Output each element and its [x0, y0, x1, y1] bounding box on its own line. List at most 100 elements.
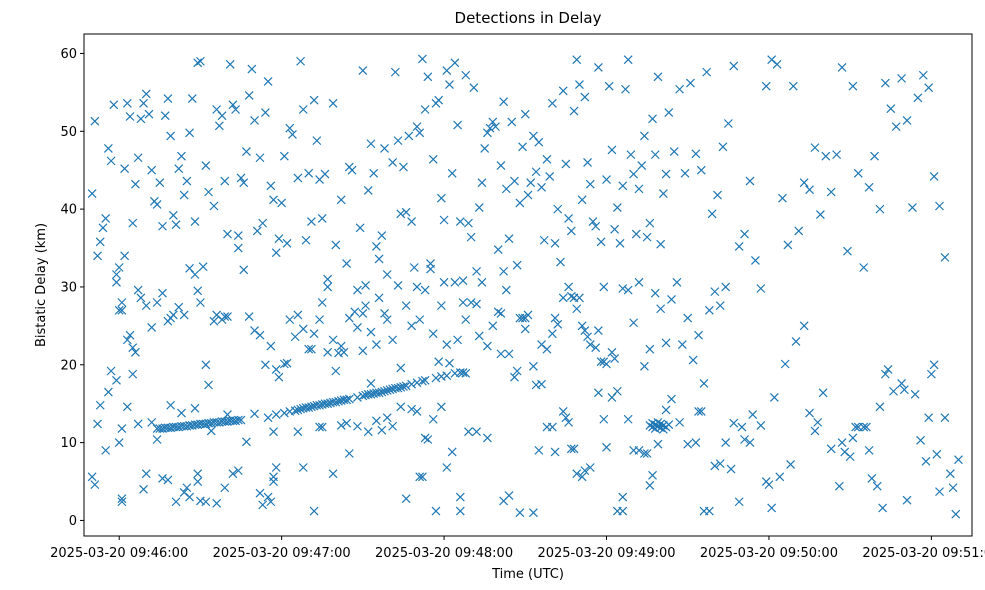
data-point [945, 469, 955, 479]
data-point [653, 439, 663, 449]
data-point [306, 344, 316, 354]
data-point [639, 131, 649, 141]
data-point [745, 438, 755, 448]
data-point [204, 380, 213, 390]
data-point [388, 421, 398, 431]
data-point [464, 427, 473, 437]
data-point [637, 161, 647, 170]
data-point [312, 136, 322, 146]
data-point [861, 422, 871, 432]
data-point [447, 447, 457, 457]
data-point [166, 131, 176, 141]
data-point [878, 503, 888, 513]
data-point [740, 229, 750, 239]
data-point [504, 234, 514, 244]
data-point [90, 480, 100, 490]
data-point [493, 307, 503, 317]
data-point [713, 190, 722, 200]
data-point [233, 466, 243, 476]
data-point [604, 81, 614, 91]
x-tick-label: 2025-03-20 09:46:00 [50, 546, 188, 561]
data-point [458, 298, 468, 307]
data-point [242, 147, 251, 156]
data-point [415, 315, 425, 325]
data-point [683, 439, 693, 449]
data-point [420, 105, 430, 114]
data-point [482, 433, 492, 443]
data-point [718, 142, 728, 152]
data-point [653, 417, 663, 427]
data-point [201, 497, 211, 507]
data-point [780, 359, 790, 369]
data-point [426, 264, 435, 274]
y-tick-label: 30 [60, 280, 77, 295]
data-point [112, 270, 121, 279]
data-point [223, 410, 232, 420]
data-point [710, 287, 720, 297]
data-point [407, 217, 417, 226]
data-point [166, 400, 176, 410]
data-point [220, 483, 230, 493]
data-point [252, 226, 262, 236]
data-point [596, 237, 606, 247]
data-point [480, 143, 490, 153]
data-point [748, 410, 758, 420]
data-point [377, 231, 387, 241]
data-point [93, 251, 102, 261]
data-point [158, 288, 167, 298]
data-point [664, 108, 674, 118]
data-point [569, 106, 579, 116]
data-point [285, 123, 295, 133]
data-point [420, 433, 430, 443]
data-point [193, 286, 203, 296]
data-point [658, 189, 668, 198]
data-point [266, 181, 276, 191]
data-point [648, 114, 657, 124]
data-point [547, 422, 557, 432]
data-point [122, 335, 132, 345]
data-point [848, 81, 858, 91]
data-point [688, 355, 698, 365]
data-point [103, 143, 113, 153]
data-point [639, 361, 649, 371]
data-point [634, 445, 644, 455]
data-point [225, 59, 235, 69]
data-point [342, 395, 352, 405]
data-point [263, 77, 273, 86]
data-point [317, 422, 327, 432]
data-point [204, 187, 213, 197]
data-point [723, 119, 733, 128]
data-point [528, 361, 538, 371]
data-point [832, 150, 842, 160]
data-point [851, 422, 861, 432]
data-point [290, 332, 300, 342]
data-point [158, 473, 167, 483]
data-point [696, 407, 706, 416]
data-point [547, 98, 557, 108]
data-point [897, 379, 907, 388]
data-point [629, 169, 639, 179]
data-point [558, 293, 568, 303]
data-point [112, 375, 121, 385]
data-point [610, 354, 620, 363]
data-point [95, 400, 105, 410]
data-point [247, 64, 257, 74]
data-point [396, 382, 406, 392]
data-point [125, 112, 135, 121]
data-point [282, 358, 292, 368]
data-point [233, 415, 243, 425]
data-point [810, 143, 820, 153]
data-point [477, 178, 487, 188]
data-point [672, 277, 682, 287]
data-point [501, 184, 511, 194]
data-point [174, 164, 184, 174]
data-point [285, 315, 295, 325]
data-point [683, 313, 693, 323]
x-tick-label: 2025-03-20 09:49:00 [537, 546, 675, 561]
data-point [512, 260, 522, 270]
data-point [810, 426, 820, 436]
data-point [848, 433, 858, 443]
data-point [152, 298, 162, 307]
data-point [572, 469, 582, 479]
data-point [233, 231, 243, 241]
